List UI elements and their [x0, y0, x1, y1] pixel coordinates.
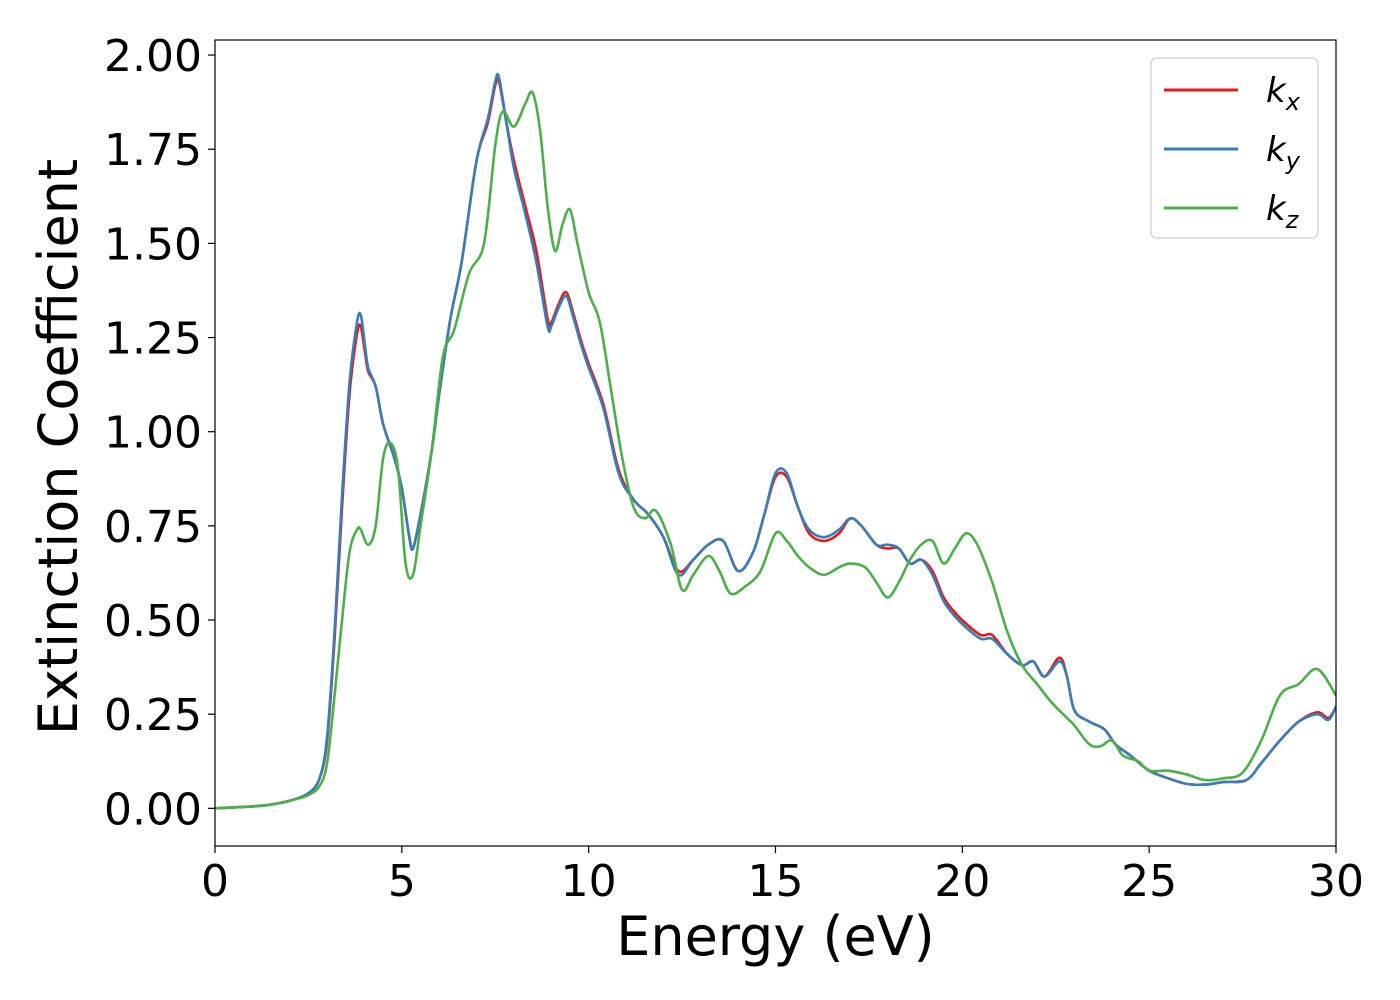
x-tick-label: 30: [1308, 856, 1364, 907]
y-tick-label: 0.25: [104, 690, 202, 741]
y-tick-label: 0.00: [104, 784, 202, 835]
x-tick-label: 0: [201, 856, 229, 907]
y-axis-title: Extinction Coefficient: [27, 159, 90, 735]
y-tick-label: 1.25: [104, 314, 202, 365]
y-axis: 0.00 0.25 0.50 0.75 1.00 1.25 1.50 1.75 2.00: [104, 31, 215, 835]
legend-label-ky: ky: [1266, 130, 1301, 175]
x-tick-label: 25: [1121, 856, 1177, 907]
x-tick-label: 15: [748, 856, 804, 907]
y-tick-label: 1.50: [104, 219, 202, 270]
y-tick-label: 1.75: [104, 125, 202, 176]
x-axis-title: Energy (eV): [616, 905, 935, 968]
y-tick-label: 2.00: [104, 31, 202, 82]
y-tick-label: 1.00: [104, 408, 202, 459]
y-tick-label: 0.75: [104, 502, 202, 553]
series-line-kz: [215, 90, 1336, 810]
x-tick-label: 20: [934, 856, 990, 907]
legend-label-kz: kz: [1266, 189, 1300, 234]
series-layer: [215, 72, 1336, 810]
legend-label-kx: kx: [1266, 71, 1301, 116]
x-tick-label: 10: [561, 856, 617, 907]
series-line-ky: [215, 72, 1336, 810]
x-axis: 0 5 10 15 20 25 30: [201, 846, 1364, 907]
legend: kx ky kz: [1150, 57, 1319, 239]
x-tick-label: 5: [388, 856, 416, 907]
y-tick-label: 0.50: [104, 596, 202, 647]
